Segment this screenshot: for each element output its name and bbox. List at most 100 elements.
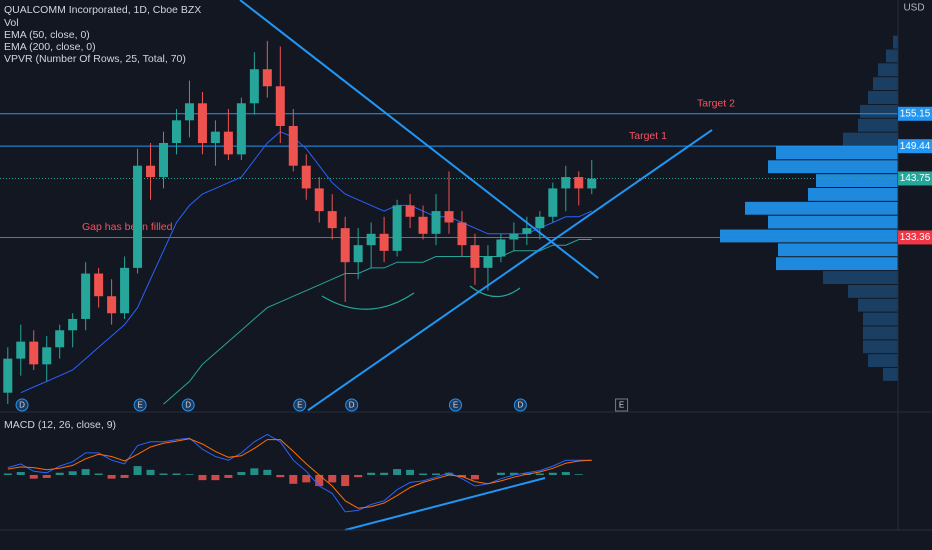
price-pane: Target 2 Target 1 Gap has been filled D E D E D… xyxy=(0,0,898,412)
candle-body xyxy=(68,318,78,331)
candle-body xyxy=(418,216,428,234)
histogram-bar xyxy=(146,469,155,475)
profile-bar xyxy=(873,77,898,91)
histogram-bar xyxy=(120,474,129,478)
candle-body xyxy=(405,205,415,217)
histogram-bar xyxy=(289,474,298,484)
profile-bar xyxy=(863,326,898,340)
histogram-bar xyxy=(42,474,51,478)
histogram-bar xyxy=(302,474,311,483)
profile-bar xyxy=(776,257,898,271)
profile-bar xyxy=(868,91,898,104)
candle-body xyxy=(496,239,506,257)
histogram-bar xyxy=(3,473,12,475)
candle-body xyxy=(29,341,39,365)
profile-bar xyxy=(860,104,898,118)
candle-body xyxy=(249,69,259,104)
candle-body xyxy=(366,233,376,246)
candle-body xyxy=(159,143,169,178)
event-icon xyxy=(448,398,462,412)
histogram-bar xyxy=(328,474,337,483)
candle-body xyxy=(133,165,143,268)
event-icon xyxy=(615,398,629,412)
event-icon xyxy=(133,398,147,412)
indicator-label: VPVR (Number Of Rows, 25, Total, 70) xyxy=(4,53,186,65)
candle-body xyxy=(94,273,104,297)
histogram-bar xyxy=(68,471,77,475)
macd-line xyxy=(7,438,592,509)
profile-bar xyxy=(893,35,898,49)
histogram-bar xyxy=(432,473,441,475)
candle-body xyxy=(184,103,194,121)
histogram-bar xyxy=(470,474,479,480)
histogram-bar xyxy=(224,474,233,478)
histogram-bar xyxy=(393,469,402,475)
indicator-label: Vol xyxy=(4,17,19,29)
level-value: 143.75 xyxy=(900,173,931,184)
candle-body xyxy=(561,177,571,189)
chart-title: QUALCOMM Incorporated, 1D, Cboe BZX xyxy=(4,4,201,16)
histogram-bar xyxy=(94,473,103,475)
histogram-bar xyxy=(172,473,181,475)
profile-bar xyxy=(848,284,898,298)
profile-bar xyxy=(778,243,898,257)
level-value: 133.36 xyxy=(900,232,931,243)
annotation: Target 1 xyxy=(629,130,667,142)
candle-body xyxy=(275,86,285,126)
trendline xyxy=(344,477,546,531)
event-icon xyxy=(15,398,29,412)
candle-body xyxy=(146,165,156,178)
profile-bar xyxy=(863,312,898,326)
currency-label: USD xyxy=(903,3,924,14)
candle-body xyxy=(107,296,117,314)
ema-line xyxy=(20,131,592,394)
candle-body xyxy=(81,273,91,319)
histogram-bar xyxy=(16,472,25,475)
candle-body xyxy=(379,233,389,251)
candle-body xyxy=(327,211,337,229)
candle-body xyxy=(587,178,597,189)
profile-bar xyxy=(863,340,898,354)
candle-body xyxy=(392,205,402,251)
profile-bar xyxy=(886,49,898,63)
histogram-bar xyxy=(198,474,207,481)
histogram-bar xyxy=(211,474,220,481)
profile-bar xyxy=(883,368,898,381)
histogram-bar xyxy=(276,474,285,478)
level-badge xyxy=(898,139,932,154)
level-value: 149.44 xyxy=(900,141,931,152)
indicator-label: EMA (50, close, 0) xyxy=(4,29,90,41)
histogram-bar xyxy=(133,466,142,475)
histogram-bar xyxy=(548,472,557,475)
trendline xyxy=(239,0,599,279)
level-badge xyxy=(898,230,932,245)
histogram-bar xyxy=(315,474,324,487)
axes: 155.15 149.44 143.75 133.36 xyxy=(898,106,932,245)
cup-arc xyxy=(469,285,521,298)
candle-body xyxy=(197,103,207,144)
histogram-bar xyxy=(159,473,168,475)
cup-arc xyxy=(321,292,415,310)
candle-body xyxy=(3,358,13,393)
profile-bar xyxy=(745,201,898,215)
event-label: D xyxy=(19,401,25,410)
candle-body xyxy=(431,211,441,234)
profile-bar xyxy=(808,187,898,201)
event-icon xyxy=(181,398,195,412)
profile-bar xyxy=(776,146,898,160)
event-icon xyxy=(345,398,359,412)
event-label: D xyxy=(349,401,355,410)
candle-body xyxy=(535,216,545,229)
macd-pane xyxy=(3,433,592,531)
histogram-bar xyxy=(367,472,376,475)
histogram-bar xyxy=(341,474,350,487)
profile-bar xyxy=(768,215,898,229)
histogram-bar xyxy=(354,474,363,478)
histogram-bar xyxy=(29,474,38,479)
annotation: Target 2 xyxy=(697,98,735,110)
candle-body xyxy=(470,245,480,268)
profile-bar xyxy=(768,160,898,174)
candle-body xyxy=(457,222,467,246)
